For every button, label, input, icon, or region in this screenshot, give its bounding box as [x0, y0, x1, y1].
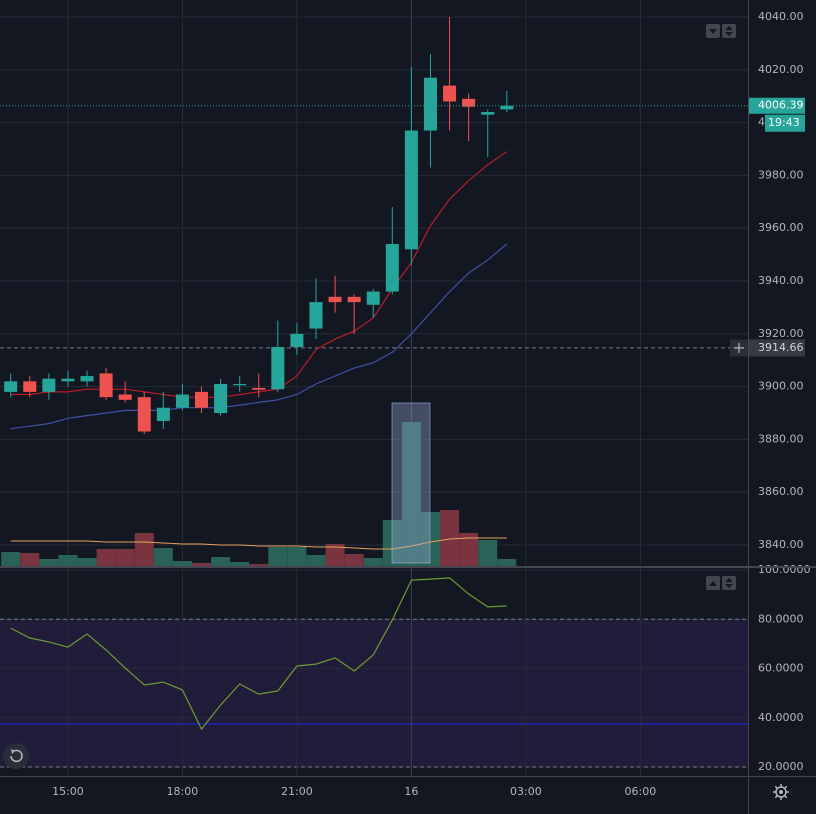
- volume-bar: [230, 562, 250, 566]
- y-tick-label: 3860.00: [758, 485, 804, 498]
- crosshair-price-label: 3914.66: [758, 341, 804, 354]
- candle-body: [290, 333, 304, 348]
- volume-bar: [39, 559, 59, 566]
- label-layer: 4006.39 19:43 3914.66: [730, 97, 805, 357]
- y-tick-label: 3840.00: [758, 538, 804, 551]
- settings-button[interactable]: [773, 784, 789, 800]
- plus-icon: [734, 342, 744, 353]
- volume-bar: [497, 559, 517, 566]
- candle-body: [61, 378, 75, 382]
- back-layer: [0, 0, 748, 776]
- candle-body: [233, 383, 247, 386]
- x-tick-label: 15:00: [52, 785, 84, 798]
- main-layer: [0, 17, 748, 731]
- volume-bar: [115, 549, 135, 566]
- rsi-tick-label: 40.0000: [758, 711, 804, 724]
- candle-body: [328, 296, 342, 303]
- rsi-pane-controls[interactable]: [706, 576, 736, 590]
- volume-bar: [96, 549, 116, 566]
- ma-slow-line: [10, 243, 508, 430]
- candle-body: [137, 397, 151, 432]
- volume-bar: [459, 533, 479, 566]
- y-tick-label: 3960.00: [758, 221, 804, 234]
- y-tick-label: 3880.00: [758, 432, 804, 445]
- volume-bar: [344, 554, 364, 566]
- volume-bar: [77, 558, 97, 566]
- rsi-tick-label: 80.0000: [758, 612, 804, 625]
- candle-body: [175, 394, 189, 408]
- selection-box[interactable]: [391, 402, 431, 564]
- volume-bar: [172, 561, 192, 566]
- candle-body: [500, 105, 514, 110]
- candle-body: [118, 394, 132, 400]
- x-tick-label: 21:00: [281, 785, 313, 798]
- candle-body: [271, 347, 285, 390]
- y-tick-label: 4040.00: [758, 10, 804, 23]
- candle-body: [404, 130, 418, 250]
- rsi-tick-label: 60.0000: [758, 662, 804, 675]
- volume-bar: [287, 547, 307, 566]
- candle-body: [80, 376, 94, 382]
- volume-bar: [249, 564, 269, 566]
- x-tick-label: 06:00: [625, 785, 657, 798]
- crosshair-price-box: [749, 339, 805, 357]
- candle-body: [214, 383, 228, 414]
- y-tick-label: 3940.00: [758, 274, 804, 287]
- volume-bar: [325, 544, 345, 566]
- candle-body: [443, 85, 457, 102]
- candle-body: [23, 381, 37, 392]
- volume-bar: [192, 563, 212, 566]
- volume-ma-line: [10, 537, 507, 550]
- candle-body: [4, 381, 18, 392]
- candle-body: [252, 387, 266, 390]
- y-tick-label: 3920.00: [758, 327, 804, 340]
- volume-bar: [153, 548, 173, 566]
- candle-body: [423, 77, 437, 131]
- candle-body: [481, 112, 495, 115]
- rsi-line: [10, 577, 507, 731]
- volume-bar: [401, 422, 421, 566]
- y-tick-label: 4020.00: [758, 63, 804, 76]
- volume-bar: [306, 555, 326, 566]
- countdown-box: [765, 114, 805, 132]
- volume-bar: [58, 555, 78, 566]
- x-tick-label: 16: [404, 785, 418, 798]
- pane-controls[interactable]: [706, 24, 736, 38]
- rsi-tick-label: 20.0000: [758, 760, 804, 773]
- rsi-band: [0, 619, 748, 768]
- last-price-label: 4006.39: [758, 99, 804, 112]
- volume-bar: [134, 533, 154, 566]
- volume-bar: [1, 552, 21, 566]
- candle-body: [385, 244, 399, 292]
- x-tick-label: 18:00: [167, 785, 199, 798]
- y-tick-label: 3980.00: [758, 168, 804, 181]
- candle-body: [309, 302, 323, 329]
- candle-body: [195, 391, 209, 408]
- volume-bar: [20, 553, 40, 566]
- y-tick-label: 3900.00: [758, 380, 804, 393]
- candle-body: [347, 296, 361, 303]
- candle-body: [42, 378, 56, 392]
- candle-body: [462, 98, 476, 107]
- candle-body: [156, 407, 170, 421]
- volume-bar: [363, 558, 383, 566]
- candle-body: [99, 373, 113, 398]
- candle-body: [366, 291, 380, 305]
- last-price-box: [749, 97, 805, 114]
- volume-bar: [478, 540, 498, 566]
- volume-bar: [440, 510, 460, 566]
- x-tick-label: 03:00: [510, 785, 542, 798]
- rsi-tick-label: 100.0000: [758, 563, 811, 576]
- countdown-label: 19:43: [768, 116, 800, 129]
- volume-bar: [268, 547, 288, 566]
- reset-button[interactable]: [3, 743, 29, 769]
- volume-bar: [211, 557, 231, 566]
